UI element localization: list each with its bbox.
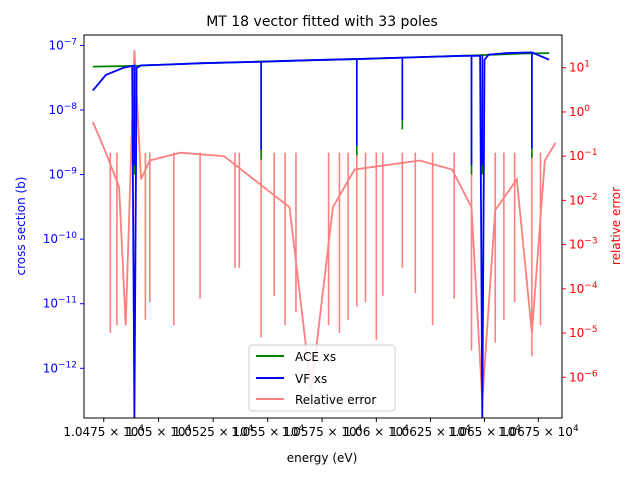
series-relative-error-line [91,50,557,401]
x-tick-label: 1.05 × 104 [126,424,192,439]
series-layer [91,50,557,418]
x-tick-label: 1.065 × 104 [448,424,521,439]
y-right-axis-label: relative error [609,187,623,265]
x-tick-label: 1.0575 × 104 [282,424,363,439]
x-tick-label: 1.0525 × 104 [173,424,254,439]
x-axis-label: energy (eV) [287,451,358,465]
legend-label-error: Relative error [295,393,376,407]
x-tick-label: 1.06 × 104 [344,424,410,439]
x-tick-label: 1.055 × 104 [231,424,304,439]
series-vf-xs-line [92,51,550,418]
y-left-axis-label: cross section (b) [14,177,28,276]
legend-label-vf: VF xs [295,372,327,386]
chart-title: MT 18 vector fitted with 33 poles [206,14,438,30]
plot-frame [83,34,563,419]
legend: ACE xs VF xs Relative error [248,344,396,412]
legend-label-ace: ACE xs [295,350,336,364]
x-tick-label: 1.0625 × 104 [390,424,471,439]
x-tick-label: 1.0475 × 104 [63,424,144,439]
legend-box [248,344,396,412]
x-tick-label: 1.0675 × 104 [498,424,579,439]
